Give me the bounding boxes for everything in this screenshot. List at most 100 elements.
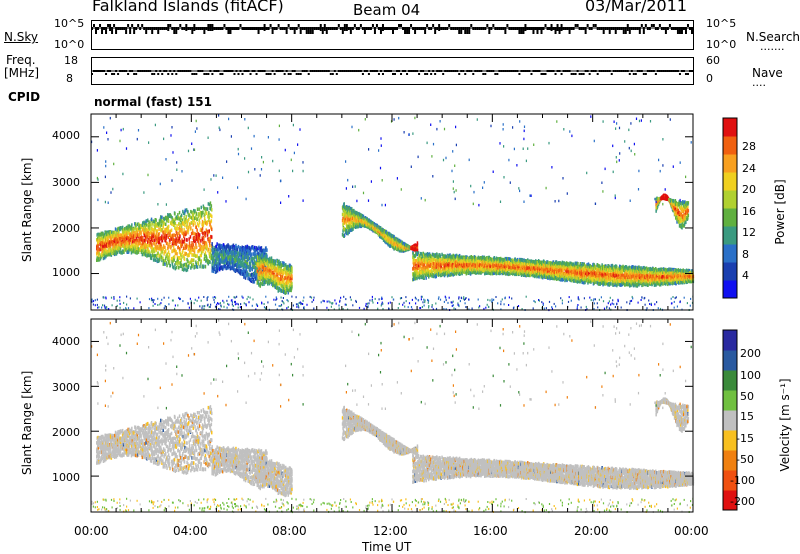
power-cell [128, 238, 130, 243]
power-cell [108, 251, 111, 256]
power-cell [193, 247, 195, 252]
power-cell [144, 228, 146, 232]
power-cell [188, 237, 190, 241]
power-cell [201, 237, 204, 242]
power-cell [418, 276, 421, 280]
power-cell [448, 269, 450, 274]
power-cell [249, 273, 252, 277]
power-cell [232, 247, 234, 251]
power-cell [151, 243, 153, 247]
power-cell [472, 256, 474, 261]
power-cell [250, 277, 252, 282]
power-cell [228, 255, 230, 259]
power-cell [206, 207, 209, 211]
power-cell [259, 277, 262, 282]
power-cell [161, 258, 163, 263]
power-cell [154, 233, 156, 237]
power-cell [182, 267, 184, 271]
power-cell [114, 251, 117, 256]
power-cell [163, 235, 166, 239]
power-cell [532, 262, 535, 267]
power-cell [141, 238, 143, 242]
power-cell [155, 248, 157, 253]
power-cell [208, 241, 211, 245]
power-cell [254, 268, 256, 272]
power-cell [205, 241, 207, 245]
power-cell [271, 271, 274, 275]
power-cell [252, 257, 254, 261]
power-cell [172, 248, 174, 253]
power-cell [128, 224, 131, 228]
power-cell [282, 277, 284, 282]
power-cell [354, 218, 356, 222]
power-cell [205, 207, 207, 211]
power-cell [430, 263, 433, 267]
power-cell [106, 253, 108, 257]
power-cell [151, 232, 154, 237]
power-cell [341, 218, 344, 223]
power-cell [180, 213, 183, 218]
power-cell [451, 263, 453, 267]
power-cell [134, 239, 136, 243]
nave-tick-low: 0 [706, 72, 713, 85]
power-cell [265, 252, 268, 257]
power-cell [116, 228, 118, 232]
power-cell [244, 259, 246, 263]
power-cell [492, 264, 495, 269]
power-cell [440, 259, 443, 264]
power-cell [466, 266, 468, 270]
power-cell [219, 244, 222, 248]
power-cell [433, 268, 436, 272]
power-cell [170, 228, 173, 232]
power-cell [115, 249, 117, 254]
power-cell [414, 271, 417, 276]
power-cell [436, 268, 438, 273]
power-cell [433, 257, 435, 261]
power-cell [439, 271, 441, 276]
power-cell [527, 272, 529, 277]
power-cell [145, 238, 147, 242]
power-cell [246, 258, 248, 262]
power-cell [277, 259, 279, 264]
power-cell [102, 234, 105, 239]
power-cell [441, 252, 443, 257]
power-cell [263, 253, 265, 258]
power-cell [147, 253, 149, 258]
power-cell [178, 255, 180, 260]
power-cell [177, 236, 179, 240]
power-cell [241, 245, 243, 249]
power-cell [241, 269, 244, 274]
power-cell [131, 235, 134, 240]
power-cell [151, 246, 154, 251]
power-cell [117, 240, 119, 244]
power-cell [166, 215, 169, 220]
power-cell [285, 284, 288, 288]
power-cell [96, 241, 99, 245]
power-cell [183, 222, 185, 226]
power-cell [286, 264, 289, 269]
power-cell [182, 249, 184, 253]
power-cell [378, 232, 380, 237]
power-cell [210, 248, 212, 253]
power-cell [422, 254, 424, 258]
power-cell [174, 238, 176, 243]
power-cell [167, 230, 169, 234]
power-cell [264, 255, 266, 259]
power-cell [185, 225, 188, 229]
power-cell [370, 223, 373, 228]
power-cell [112, 243, 114, 247]
power-cell [186, 257, 188, 262]
power-cell [149, 223, 151, 227]
power-cell [424, 252, 426, 257]
power-cell [155, 232, 158, 237]
power-cell [152, 219, 154, 223]
power-cell [185, 268, 187, 273]
power-cell [428, 264, 431, 268]
power-cell [272, 259, 274, 263]
power-cell [133, 242, 135, 247]
power-cell [124, 237, 126, 242]
power-cell [219, 246, 222, 251]
power-cell [109, 248, 111, 253]
power-cell [240, 254, 242, 259]
power-cell [160, 242, 162, 246]
